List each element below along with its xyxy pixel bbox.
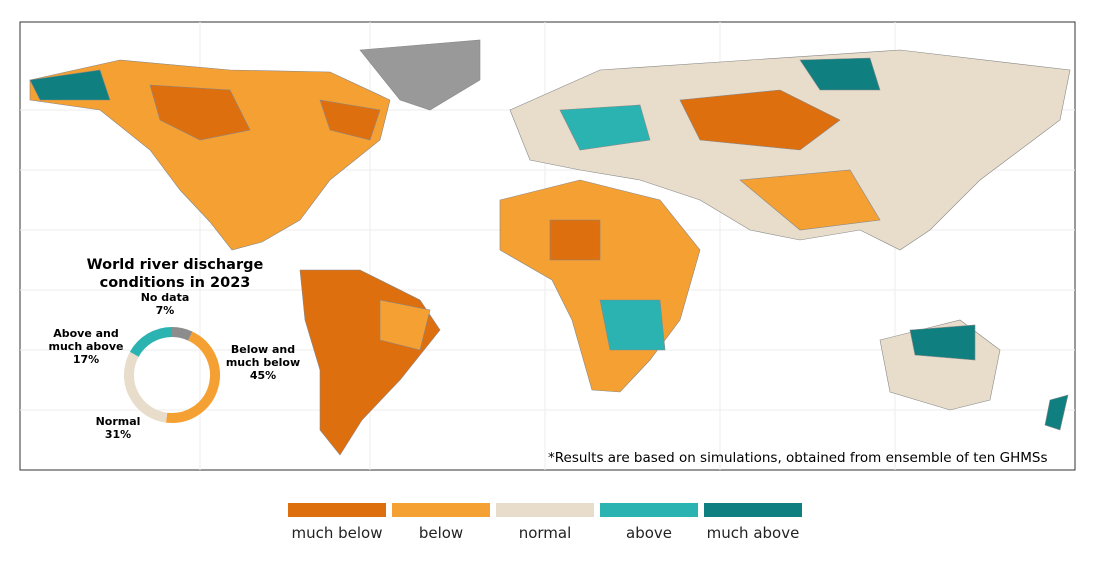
slice-value: 45% [249, 369, 277, 382]
chart-title: World river discharge conditions in 2023 [86, 257, 264, 291]
slice-label: Normal 31% [73, 415, 163, 441]
slice-value: 7% [155, 304, 175, 317]
legend-label: normal [518, 524, 572, 542]
legend-swatch [600, 503, 698, 517]
donut-segment [129, 327, 173, 357]
slice-value: 17% [72, 353, 100, 366]
slice-category: Below and much below [225, 343, 301, 369]
slice-category: No data [140, 291, 190, 304]
legend-swatch [496, 503, 594, 517]
slice-category: Normal [95, 415, 141, 428]
donut-segment [124, 351, 168, 423]
land [29, 39, 1071, 456]
legend-label: above [626, 524, 672, 542]
slice-label: No data 7% [120, 291, 210, 317]
legend-swatch [704, 503, 802, 517]
donut-segment [165, 331, 220, 423]
slice-label: Above and much above 17% [41, 327, 131, 366]
footnote: *Results are based on simulations, obtai… [548, 450, 1048, 466]
slice-value: 31% [104, 428, 132, 441]
legend-swatch [288, 503, 386, 517]
legend-label: much below [291, 524, 383, 542]
legend-label: below [418, 524, 464, 542]
slice-label: Below and much below 45% [218, 343, 308, 382]
donut-segment [171, 327, 193, 341]
legend-label: much above [706, 524, 800, 542]
slice-category: Above and much above [48, 327, 124, 353]
legend-swatch [392, 503, 490, 517]
